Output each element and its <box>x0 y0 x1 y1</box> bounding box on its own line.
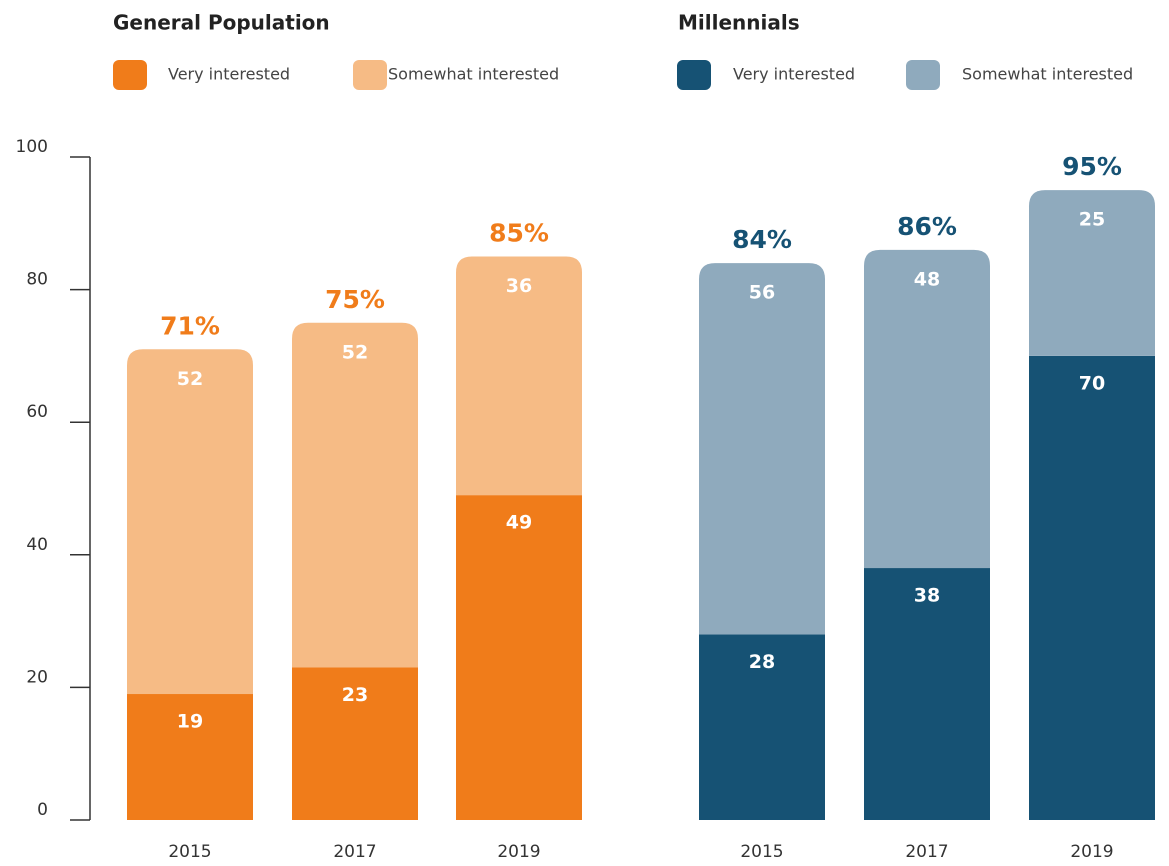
legend-label: Very interested <box>168 65 290 84</box>
legend-label: Somewhat interested <box>388 65 559 84</box>
legend-label: Somewhat interested <box>962 65 1133 84</box>
bar-segment <box>1029 190 1155 356</box>
bar-segment <box>1029 355 1155 820</box>
value-label: 28 <box>749 651 775 673</box>
y-tick-label: 80 <box>26 270 48 290</box>
bar-segment <box>456 256 582 496</box>
bar-segment <box>292 667 418 820</box>
value-label: 49 <box>506 512 532 534</box>
legend-swatch <box>906 60 940 90</box>
value-label: 52 <box>342 341 368 363</box>
x-tick-label: 2017 <box>333 842 376 862</box>
value-label: 25 <box>1079 209 1105 231</box>
total-label: 85% <box>489 218 549 247</box>
value-label: 19 <box>177 711 203 733</box>
value-label: 23 <box>342 684 368 706</box>
x-tick-label: 2015 <box>168 842 211 862</box>
total-label: 95% <box>1062 152 1122 181</box>
legend-label: Very interested <box>733 65 855 84</box>
value-label: 36 <box>506 275 532 297</box>
x-tick-label: 2017 <box>905 842 948 862</box>
y-tick-label: 0 <box>37 800 48 820</box>
legend-swatch <box>677 60 711 90</box>
y-tick-label: 60 <box>26 402 48 422</box>
value-label: 52 <box>177 368 203 390</box>
panel-title: General Population <box>113 11 330 35</box>
panel-title: Millennials <box>678 11 800 35</box>
total-label: 71% <box>160 311 220 340</box>
value-label: 38 <box>914 585 940 607</box>
bar-segment <box>292 322 418 668</box>
bar-segment <box>699 263 825 635</box>
bar-segment <box>864 249 990 569</box>
x-tick-label: 2019 <box>497 842 540 862</box>
x-tick-label: 2019 <box>1070 842 1113 862</box>
legend-swatch <box>353 60 387 90</box>
value-label: 48 <box>914 268 940 290</box>
y-tick-label: 40 <box>26 535 48 555</box>
bar-segment <box>127 349 253 695</box>
total-label: 86% <box>897 212 957 241</box>
bar-segment <box>864 568 990 820</box>
total-label: 84% <box>732 225 792 254</box>
value-label: 56 <box>749 282 775 304</box>
total-label: 75% <box>325 285 385 314</box>
y-tick-label: 20 <box>26 667 48 687</box>
legend-swatch <box>113 60 147 90</box>
value-label: 70 <box>1079 372 1105 394</box>
bar-segment <box>456 495 582 820</box>
bar-segment <box>127 694 253 820</box>
y-tick-label: 100 <box>16 137 48 157</box>
bar-segment <box>699 634 825 820</box>
x-tick-label: 2015 <box>740 842 783 862</box>
